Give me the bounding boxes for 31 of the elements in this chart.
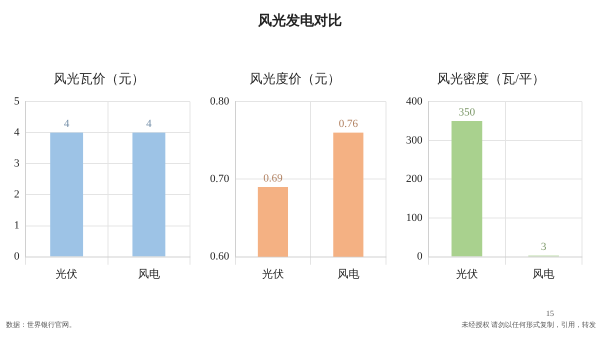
chart-title: 风光瓦价（元）	[54, 71, 144, 86]
data-label: 0.76	[338, 118, 358, 130]
y-tick-label: 0.80	[210, 95, 230, 108]
y-tick-label: 400	[406, 95, 423, 108]
y-tick-label: 100	[406, 212, 423, 224]
x-tick-label: 光伏	[262, 267, 284, 280]
y-tick-label: 3	[14, 158, 20, 170]
data-label: 4	[64, 118, 70, 130]
y-tick-label: 1	[14, 220, 20, 232]
x-tick-label: 光伏	[56, 267, 78, 280]
y-tick-label: 0.70	[210, 173, 230, 186]
y-tick-label: 300	[406, 134, 423, 146]
y-tick-label: 200	[406, 173, 423, 186]
x-tick-label: 风电	[532, 267, 555, 280]
y-tick-label: 0.60	[210, 250, 230, 263]
y-tick-label: 0	[14, 250, 20, 263]
y-tick-label: 2	[14, 188, 20, 201]
data-label: 4	[146, 118, 152, 130]
chart-title: 风光度价（元）	[250, 71, 340, 86]
data-label: 350	[458, 106, 476, 118]
data-label: 3	[540, 241, 547, 254]
chart-title: 风光密度（瓦/平）	[437, 71, 545, 86]
text: 15	[546, 309, 554, 318]
data-label: 0.69	[263, 172, 284, 184]
text: 风光发电对比	[257, 12, 343, 30]
y-tick-label: 5	[14, 95, 20, 108]
x-tick-label: 风电	[138, 267, 160, 280]
x-tick-label: 风电	[337, 267, 360, 280]
y-tick-label: 4	[14, 126, 20, 139]
x-tick-label: 光伏	[456, 267, 478, 280]
y-tick-label: 0	[417, 250, 423, 263]
